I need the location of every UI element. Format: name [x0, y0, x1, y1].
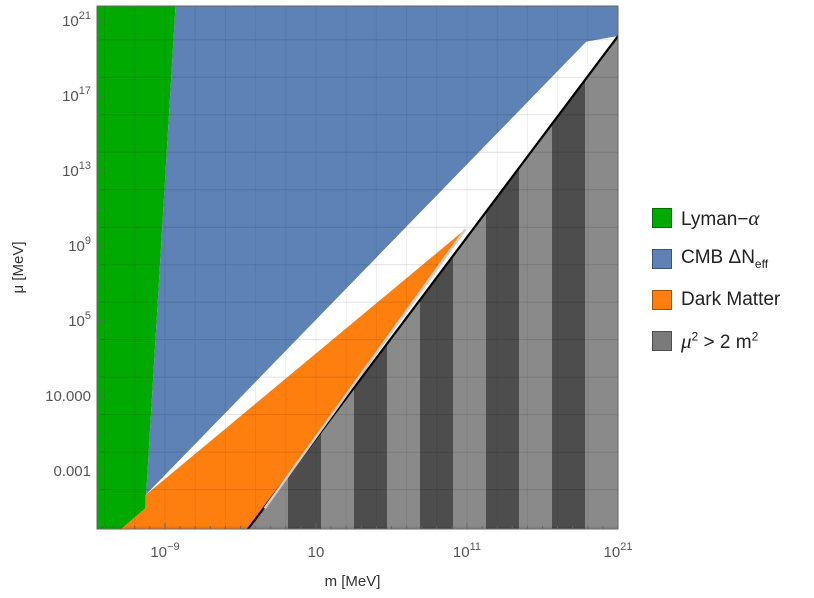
y-axis-title: μ [MeV]	[10, 242, 27, 294]
y-tick-label: 1013	[62, 160, 91, 180]
legend-label-dark-matter: Dark Matter	[681, 289, 781, 310]
y-tick-label: 1021	[62, 10, 91, 30]
y-tick-label: 109	[68, 235, 91, 255]
x-tick-label: 1021	[604, 541, 633, 561]
legend-label-lyman-alpha: Lyman−α	[681, 205, 760, 230]
legend-swatch-dark-matter	[652, 290, 672, 310]
x-tick-label: 1011	[453, 541, 481, 561]
boundary-line-dark-matter	[263, 228, 467, 510]
legend: Lyman−α CMB ΔNeff Dark Matter μ2 > 2 m2	[652, 203, 780, 367]
y-tick-label: 10.000	[45, 388, 91, 405]
region-lyman	[97, 6, 176, 529]
y-tick-label: 1017	[62, 85, 91, 105]
legend-item-mu-condition: μ2 > 2 m2	[652, 326, 780, 356]
x-tick-label: 10	[308, 544, 325, 561]
legend-item-lyman-alpha: Lyman−α	[652, 203, 780, 233]
legend-item-dark-matter: Dark Matter	[652, 285, 780, 315]
legend-label-cmb: CMB ΔNeff	[681, 247, 769, 271]
region-cmb-n-eff	[145, 6, 618, 509]
x-axis-title: m [MeV]	[325, 573, 381, 590]
legend-label-mu-condition: μ2 > 2 m2	[681, 328, 759, 353]
legend-swatch-lyman-alpha	[652, 208, 672, 228]
legend-item-cmb: CMB ΔNeff	[652, 244, 780, 274]
y-tick-label: 105	[68, 310, 91, 330]
legend-swatch-cmb	[652, 249, 672, 269]
x-tick-label: 10−9	[150, 541, 179, 561]
y-tick-label: 0.001	[53, 463, 91, 480]
plot-frame	[96, 5, 619, 530]
region-dark-matter	[121, 229, 466, 529]
legend-swatch-mu-condition	[652, 331, 672, 351]
